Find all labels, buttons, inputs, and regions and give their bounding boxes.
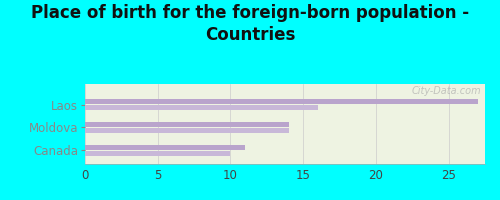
Text: Place of birth for the foreign-born population -
Countries: Place of birth for the foreign-born popu… bbox=[31, 4, 469, 44]
Bar bbox=[85, 145, 245, 150]
Bar bbox=[85, 105, 318, 110]
Bar bbox=[85, 99, 477, 104]
Bar bbox=[85, 122, 288, 127]
Bar bbox=[85, 151, 231, 156]
Bar bbox=[85, 128, 288, 133]
Text: City-Data.com: City-Data.com bbox=[412, 86, 481, 96]
